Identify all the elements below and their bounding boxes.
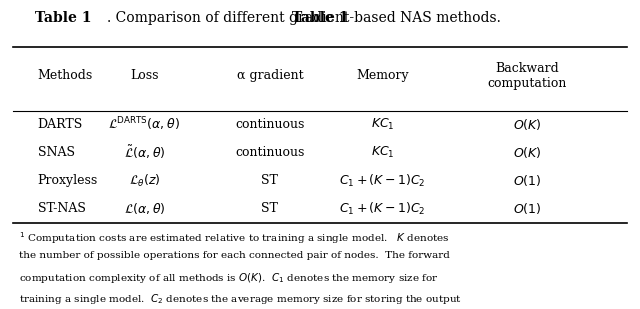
Text: ST-NAS: ST-NAS (38, 202, 86, 215)
Text: $O(K)$: $O(K)$ (513, 117, 541, 132)
Text: the number of possible operations for each connected pair of nodes.  The forward: the number of possible operations for ea… (19, 251, 450, 260)
Text: $C_1+(K-1)C_2$: $C_1+(K-1)C_2$ (339, 172, 426, 189)
Text: $O(1)$: $O(1)$ (513, 201, 541, 216)
Text: ST: ST (261, 174, 278, 187)
Text: continuous: continuous (235, 146, 305, 159)
Text: $\tilde{\mathcal{L}}(\alpha,\theta)$: $\tilde{\mathcal{L}}(\alpha,\theta)$ (124, 144, 165, 161)
Text: Backward
computation: Backward computation (487, 62, 566, 90)
Text: α gradient: α gradient (237, 69, 303, 82)
Text: Table 1: Table 1 (35, 11, 92, 25)
Text: . Comparison of different gradient-based NAS methods.: . Comparison of different gradient-based… (107, 11, 500, 25)
Text: $KC_1$: $KC_1$ (371, 117, 394, 132)
Text: $C_1+(K-1)C_2$: $C_1+(K-1)C_2$ (339, 201, 426, 217)
Text: training a single model.  $C_2$ denotes the average memory size for storing the : training a single model. $C_2$ denotes t… (19, 292, 462, 306)
Text: Loss: Loss (130, 69, 159, 82)
Text: continuous: continuous (235, 118, 305, 131)
Text: Table 1: Table 1 (292, 11, 348, 25)
Text: $O(1)$: $O(1)$ (513, 173, 541, 188)
Text: $\mathcal{L}_{\theta}(z)$: $\mathcal{L}_{\theta}(z)$ (129, 172, 160, 189)
Text: $^1$ Computation costs are estimated relative to training a single model.   $K$ : $^1$ Computation costs are estimated rel… (19, 230, 449, 246)
Text: SNAS: SNAS (38, 146, 75, 159)
Text: DARTS: DARTS (38, 118, 83, 131)
Text: Methods: Methods (38, 69, 93, 82)
Text: $\mathcal{L}^{\mathrm{DARTS}}(\alpha,\theta)$: $\mathcal{L}^{\mathrm{DARTS}}(\alpha,\th… (108, 116, 180, 133)
Text: computation complexity of all methods is $O(K)$.  $C_1$ denotes the memory size : computation complexity of all methods is… (19, 271, 438, 286)
Text: $KC_1$: $KC_1$ (371, 145, 394, 160)
Text: Proxyless: Proxyless (38, 174, 98, 187)
Text: Memory: Memory (356, 69, 409, 82)
Text: $\mathcal{L}(\alpha,\theta)$: $\mathcal{L}(\alpha,\theta)$ (124, 201, 165, 216)
Text: $O(K)$: $O(K)$ (513, 145, 541, 160)
Text: ST: ST (261, 202, 278, 215)
